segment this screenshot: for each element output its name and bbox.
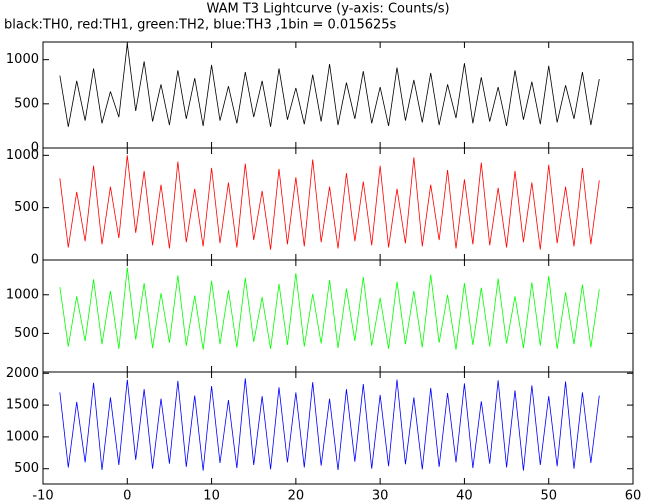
y-tick-label: 0 — [31, 141, 39, 156]
y-tick-label: 500 — [14, 96, 39, 111]
y-tick-label: 1500 — [6, 398, 39, 413]
light-curve — [59, 378, 600, 471]
x-tick-label: 30 — [372, 489, 389, 504]
y-tick-label: 2000 — [6, 366, 39, 381]
y-tick-label: 500 — [14, 461, 39, 476]
y-tick-label: 1000 — [6, 429, 39, 444]
y-tick-label: 500 — [14, 326, 39, 341]
x-tick-label: 40 — [456, 489, 473, 504]
panel-frame — [42, 259, 634, 373]
y-tick-label: 500 — [14, 200, 39, 215]
x-tick-label: -10 — [32, 489, 53, 504]
y-tick-label: 1000 — [6, 287, 39, 302]
chart-title: WAM T3 Lightcurve (y-axis: Counts/s) — [206, 2, 449, 17]
light-curve — [59, 267, 600, 350]
panel-frame — [42, 371, 634, 485]
x-tick-label: 50 — [540, 489, 557, 504]
x-tick-label: 0 — [123, 489, 131, 504]
light-curve — [59, 43, 600, 127]
y-tick-label: 0 — [31, 253, 39, 268]
light-curve — [59, 155, 600, 250]
x-tick-label: 10 — [203, 489, 220, 504]
x-tick-label: 60 — [625, 489, 642, 504]
y-tick-label: 1000 — [6, 148, 39, 163]
chart-subtitle: black:TH0, red:TH1, green:TH2, blue:TH3 … — [4, 18, 397, 33]
x-tick-label: 20 — [288, 489, 305, 504]
y-tick-label: 1000 — [6, 52, 39, 67]
